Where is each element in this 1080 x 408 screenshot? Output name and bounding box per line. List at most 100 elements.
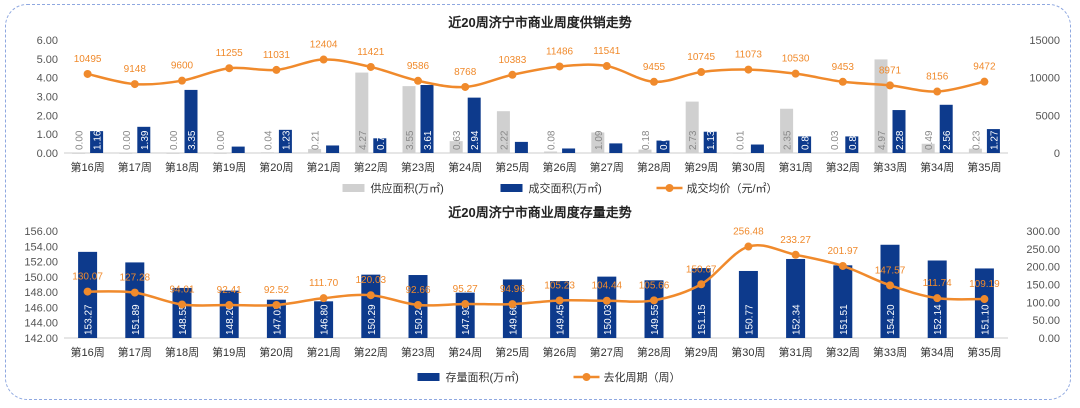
line-data-label: 92.52 bbox=[264, 285, 289, 296]
line-data-label: 9148 bbox=[124, 64, 147, 75]
bar-series-1 bbox=[314, 301, 334, 338]
line-data-label: 9586 bbox=[407, 61, 430, 72]
bar-series-2 bbox=[892, 110, 906, 153]
bar-data-label: 3.55 bbox=[405, 130, 416, 150]
bar-data-label: 150.24 bbox=[414, 304, 425, 335]
line-point bbox=[838, 77, 847, 86]
chart-title: 近20周济宁市商业周度供销走势 bbox=[448, 15, 631, 30]
line-data-label: 11255 bbox=[216, 48, 244, 59]
category-tick: 第35周 bbox=[967, 160, 1001, 174]
chart-frame bbox=[5, 4, 1071, 400]
right-axis-tick: 15000 bbox=[1029, 35, 1060, 47]
line-point bbox=[697, 280, 706, 289]
line-data-label: 9455 bbox=[643, 62, 666, 73]
line-data-label: 95.27 bbox=[453, 284, 478, 295]
line-point bbox=[225, 301, 234, 310]
line-data-label: 92.41 bbox=[217, 285, 242, 296]
bar-data-label: 147.01 bbox=[272, 304, 283, 335]
line-data-label: 8971 bbox=[879, 65, 902, 76]
bar-data-label: 0.00 bbox=[122, 130, 133, 150]
legend-label: 成交面积(万㎡) bbox=[529, 181, 602, 195]
bar-series-2 bbox=[609, 143, 623, 153]
right-axis-tick: 50.00 bbox=[1032, 315, 1060, 327]
bar-series-1 bbox=[119, 153, 133, 154]
category-tick: 第17周 bbox=[118, 160, 152, 174]
line-point bbox=[791, 69, 800, 78]
bar-series-1 bbox=[638, 149, 652, 153]
right-axis-tick: 5000 bbox=[1036, 110, 1060, 122]
category-tick: 第20周 bbox=[259, 160, 293, 174]
category-tick: 第18周 bbox=[165, 345, 199, 359]
bar-series-1 bbox=[172, 287, 192, 338]
left-axis-tick: 4.00 bbox=[37, 73, 58, 85]
category-tick: 第27周 bbox=[590, 160, 624, 174]
line-point bbox=[886, 281, 894, 290]
bar-series-2 bbox=[703, 131, 717, 153]
line-data-label: 10530 bbox=[782, 54, 810, 65]
bar-data-label: 150.77 bbox=[744, 304, 755, 335]
line-data-label: 92.66 bbox=[405, 285, 430, 296]
line-point bbox=[83, 69, 92, 78]
line-data-label: 9600 bbox=[171, 61, 194, 72]
line-data-label: 11031 bbox=[263, 50, 291, 61]
bar-series-2 bbox=[90, 131, 104, 153]
right-axis-tick: 0 bbox=[1054, 148, 1060, 160]
line-data-label: 8768 bbox=[454, 67, 477, 78]
line-data-label: 105.66 bbox=[639, 280, 670, 291]
line-point bbox=[555, 296, 564, 305]
category-tick: 第23周 bbox=[401, 160, 435, 174]
bar-data-label: 148.55 bbox=[178, 304, 189, 335]
bar-series-1 bbox=[597, 276, 617, 338]
line-point bbox=[130, 288, 139, 297]
category-tick: 第19周 bbox=[212, 160, 246, 174]
category-tick: 第18周 bbox=[165, 160, 199, 174]
line-data-label: 105.23 bbox=[544, 280, 575, 291]
left-axis-tick: 150.00 bbox=[24, 272, 58, 284]
line-point bbox=[461, 82, 470, 91]
bar-series-1 bbox=[219, 290, 239, 338]
bar-series-1 bbox=[213, 153, 227, 154]
bar-data-label: 4.97 bbox=[877, 130, 888, 150]
line-point bbox=[744, 242, 753, 251]
line-data-label: 9472 bbox=[973, 62, 996, 73]
bar-series-1 bbox=[550, 281, 570, 338]
category-tick: 第29周 bbox=[684, 160, 718, 174]
bar-data-label: 2.56 bbox=[942, 130, 953, 150]
category-tick: 第34周 bbox=[920, 345, 954, 359]
category-tick: 第22周 bbox=[354, 160, 388, 174]
category-tick: 第21周 bbox=[306, 160, 340, 174]
category-tick: 第25周 bbox=[495, 160, 529, 174]
left-axis-tick: 3.00 bbox=[37, 92, 58, 104]
category-tick: 第31周 bbox=[778, 160, 812, 174]
line-point bbox=[602, 62, 611, 71]
bar-data-label: 0.03 bbox=[830, 130, 841, 150]
bar-data-label: 1.13 bbox=[706, 130, 717, 150]
bar-series-1 bbox=[449, 141, 463, 153]
bar-series-2 bbox=[467, 97, 481, 153]
bar-series-2 bbox=[420, 85, 434, 153]
bar-series-2 bbox=[514, 141, 528, 153]
bar-data-label: 2.73 bbox=[688, 130, 699, 150]
right-axis-tick: 10000 bbox=[1029, 73, 1060, 85]
line-point bbox=[555, 62, 564, 71]
category-tick: 第34周 bbox=[920, 160, 954, 174]
line-point bbox=[83, 287, 92, 296]
line-data-label: 11421 bbox=[357, 47, 385, 58]
line-point bbox=[414, 300, 422, 309]
line-point bbox=[697, 68, 706, 77]
bar-series-2 bbox=[137, 126, 151, 153]
line-point bbox=[225, 64, 234, 73]
line-data-label: 233.27 bbox=[780, 235, 811, 246]
bar-data-label: 0.21 bbox=[311, 130, 322, 150]
left-axis-tick: 6.00 bbox=[37, 35, 58, 47]
line-point bbox=[414, 76, 422, 85]
bar-data-label: 149.55 bbox=[650, 304, 661, 335]
left-axis-tick: 146.00 bbox=[24, 302, 58, 314]
category-tick: 第22周 bbox=[354, 345, 388, 359]
category-tick: 第21周 bbox=[306, 345, 340, 359]
line-point bbox=[366, 62, 375, 71]
bar-series-2 bbox=[231, 146, 245, 153]
bar-series-1 bbox=[780, 108, 794, 153]
category-tick: 第17周 bbox=[118, 345, 152, 359]
